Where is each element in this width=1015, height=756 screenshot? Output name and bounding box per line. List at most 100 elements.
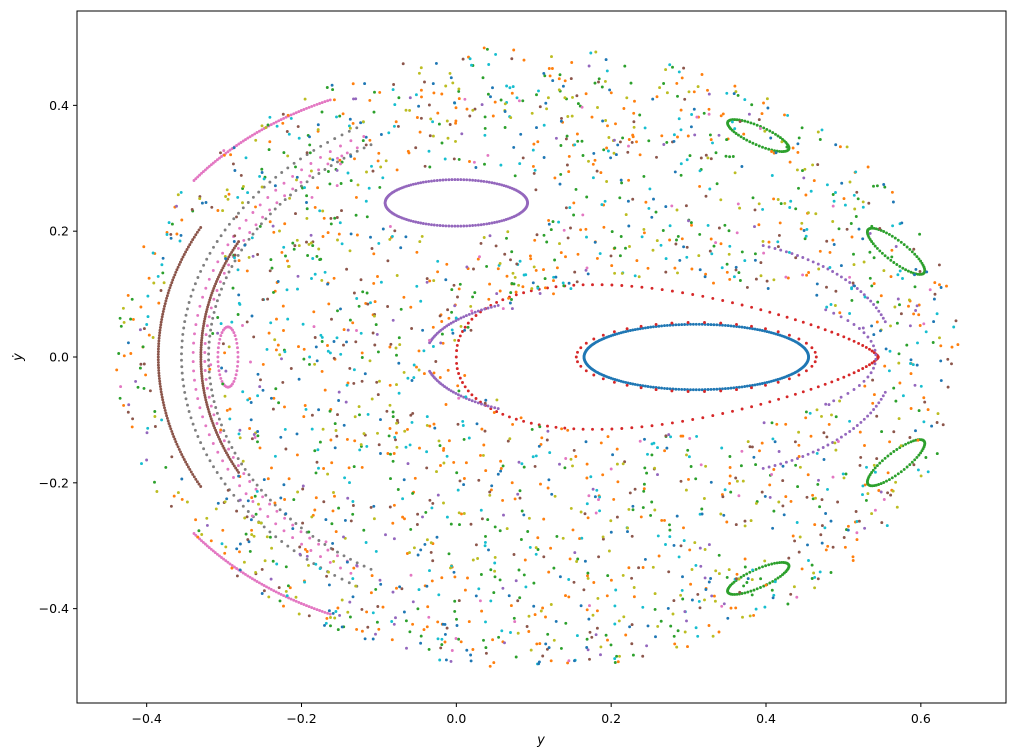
scatter-point [701,294,705,298]
scatter-point [485,180,489,184]
scatter-point [254,570,258,574]
scatter-point [411,622,415,626]
scatter-point [626,526,630,530]
scatter-point [342,328,346,332]
scatter-point [483,307,487,311]
scatter-point [231,382,234,386]
scatter-point [641,605,645,609]
scatter-point [554,136,558,140]
scatter-point [686,645,689,649]
scatter-point [632,125,636,129]
scatter-point [311,244,315,248]
scatter-point [594,633,598,637]
scatter-point [706,88,709,92]
scatter-point [671,612,675,616]
scatter-point [780,560,784,564]
scatter-point [870,349,874,353]
scatter-point [730,120,734,124]
scatter-point [922,420,926,424]
scatter-point [734,268,738,272]
scatter-point [203,393,207,397]
scatter-point [330,461,334,465]
scatter-point [173,273,177,277]
scatter-point [216,355,220,359]
scatter-point [798,535,802,539]
scatter-point [419,181,423,185]
scatter-point [857,327,861,330]
scatter-point [707,107,711,111]
scatter-point [221,342,225,346]
scatter-point [313,336,317,339]
scatter-point [616,480,620,484]
scatter-point [567,154,571,158]
scatter-point [656,534,660,538]
scatter-point [303,580,307,584]
scatter-point [180,365,184,369]
scatter-point [861,493,864,497]
scatter-point [257,502,260,506]
scatter-point [710,252,714,256]
scatter-point [867,201,871,205]
scatter-point [202,391,206,395]
scatter-point [268,498,272,502]
scatter-point [719,321,723,325]
scatter-point [807,271,811,274]
scatter-point [746,590,750,594]
scatter-point [778,221,782,225]
scatter-point [609,643,613,647]
scatter-point [344,400,348,404]
scatter-point [258,507,262,511]
scatter-point [743,259,747,263]
scatter-point [482,179,486,183]
scatter-point [437,439,441,443]
scatter-point [866,414,870,418]
scatter-point [218,373,222,377]
scatter-point [566,428,570,432]
scatter-point [845,227,849,231]
scatter-point [717,553,721,557]
scatter-point [185,500,189,504]
scatter-point [919,474,923,478]
scatter-point [414,220,418,224]
scatter-point [482,638,485,642]
scatter-point [709,387,713,391]
scatter-point [461,424,465,427]
scatter-point [688,548,692,552]
scatter-point [567,595,571,599]
scatter-point [121,306,125,310]
scatter-point [725,520,729,524]
scatter-point [665,91,669,95]
scatter-point [280,357,283,361]
scatter-point [496,407,500,411]
scatter-point [761,239,765,243]
scatter-point [743,557,747,561]
scatter-point [352,465,356,469]
scatter-point [643,437,646,441]
scatter-point [721,112,725,116]
scatter-point [401,515,405,519]
scatter-point [251,500,255,503]
scatter-point [362,432,366,436]
scatter-point [668,535,672,539]
scatter-point [816,325,820,329]
scatter-point [646,385,650,388]
scatter-point [530,287,534,291]
scatter-point [248,427,252,430]
scatter-point [210,388,214,392]
scatter-point [224,451,228,455]
scatter-point [216,316,220,319]
scatter-point [326,282,330,286]
scatter-point [415,523,419,526]
scatter-point [224,257,228,261]
scatter-point [320,369,324,373]
scatter-point [679,479,683,483]
scatter-point [702,497,706,500]
scatter-point [241,324,244,327]
scatter-point [457,599,461,603]
scatter-point [310,413,314,417]
scatter-point [236,355,240,359]
scatter-point [710,594,714,598]
scatter-point [250,577,254,581]
scatter-point [331,509,335,513]
scatter-point [157,371,161,375]
